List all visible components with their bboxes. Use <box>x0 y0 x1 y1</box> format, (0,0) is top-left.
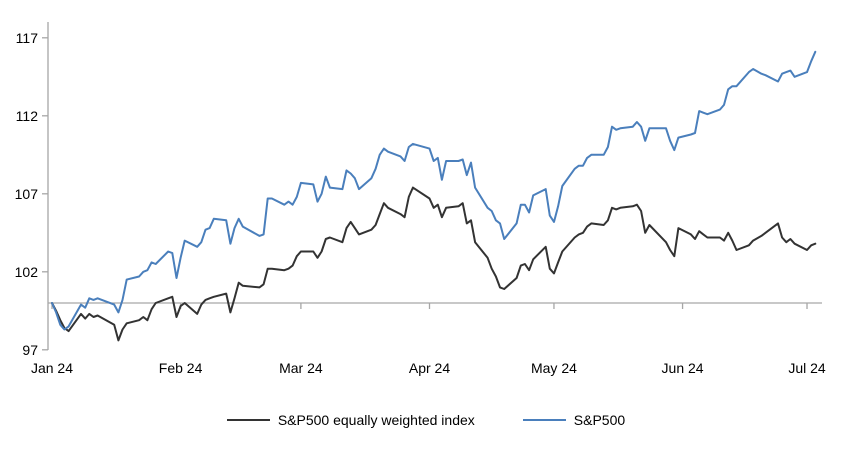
y-tick-label: 97 <box>22 342 38 358</box>
legend-line-swatch-ewi <box>226 419 270 421</box>
x-tick-label: May 24 <box>531 360 577 376</box>
x-tick-label: Mar 24 <box>279 360 323 376</box>
x-tick-label: Feb 24 <box>159 360 203 376</box>
y-tick-label: 112 <box>16 108 39 124</box>
legend-line-swatch-sp500 <box>522 419 566 421</box>
x-tick-label: Apr 24 <box>409 360 450 376</box>
legend-item-sp500-equal-weight: S&P500 equally weighted index <box>226 412 475 428</box>
series-line-sp500-equal-weight <box>51 186 817 342</box>
legend-item-sp500: S&P500 <box>522 412 626 428</box>
x-tick-label: Jun 24 <box>662 360 704 376</box>
y-tick-label: 107 <box>15 186 39 202</box>
x-tick-label: Jul 24 <box>788 360 826 376</box>
x-tick-label: Jan 24 <box>31 360 73 376</box>
chart-legend: S&P500 equally weighted index S&P500 <box>0 412 852 428</box>
legend-label-sp500: S&P500 <box>573 412 626 428</box>
y-tick-label: 102 <box>15 264 39 280</box>
series-line-sp500 <box>51 50 817 331</box>
chart: 97 102 107 112 117 Jan 24 Feb 24 Mar 24 Apr 24 Ma… <box>15 22 826 376</box>
legend-label-ewi: S&P500 equally weighted index <box>277 412 475 428</box>
line-chart-svg: 97 102 107 112 117 Jan 24 Feb 24 Mar 24 Apr 24 Ma… <box>15 22 826 376</box>
y-tick-label: 117 <box>16 30 39 46</box>
